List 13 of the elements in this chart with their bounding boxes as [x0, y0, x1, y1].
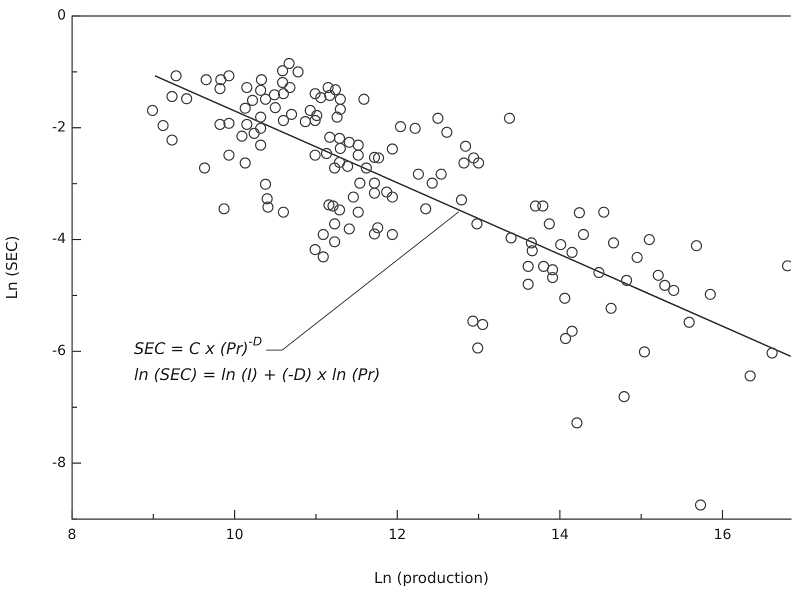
y-axis-title: Ln (SEC)	[2, 236, 21, 300]
x-tick-label: 16	[714, 527, 732, 544]
annotation: ln (SEC) = ln (I) + (-D) x ln (Pr)	[134, 365, 380, 384]
y-tick-label: -8	[52, 454, 66, 471]
y-tick-label: -4	[52, 231, 66, 248]
y-tick-label: -6	[52, 342, 66, 359]
x-axis-title: Ln (production)	[374, 568, 489, 587]
y-tick-label: 0	[57, 8, 66, 24]
x-tick-label: 14	[550, 527, 569, 544]
x-tick-label: 12	[388, 527, 406, 544]
x-tick-label: 10	[226, 527, 244, 544]
y-tick-label: -2	[52, 119, 66, 136]
x-tick-label: 8	[68, 527, 76, 544]
